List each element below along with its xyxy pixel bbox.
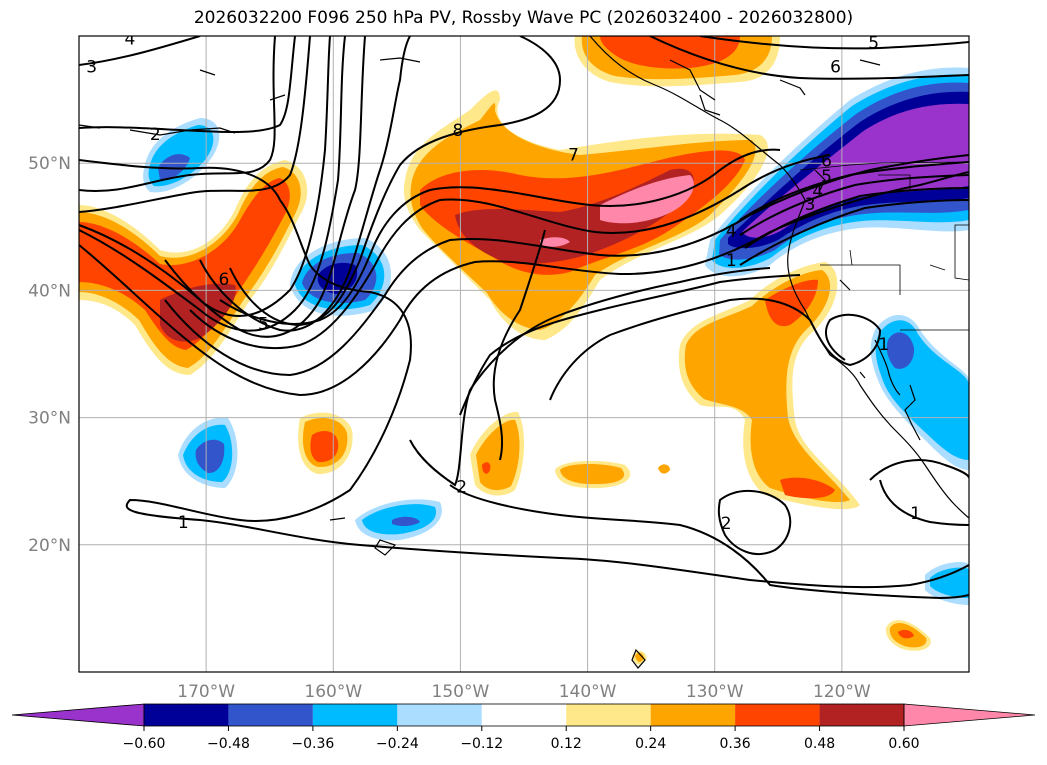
positive-anomaly-mid-small — [298, 411, 670, 665]
negative-anomaly-small — [143, 118, 969, 605]
longitude-tick-labels: 170°W 160°W 150°W 140°W 130°W 120°W — [177, 682, 871, 702]
lon-tick-label: 140°W — [559, 682, 617, 702]
positive-anomaly-alaska — [574, 36, 780, 87]
colorbar-cell — [735, 704, 820, 726]
colorbar-cell — [228, 704, 313, 726]
lat-tick-label: 30°N — [28, 409, 71, 429]
colorbar-tick-label: 0.24 — [635, 736, 666, 752]
colorbar-tick-label: 0.60 — [888, 736, 919, 752]
colorbar-tick-label: −0.48 — [207, 736, 250, 752]
colorbar-cell — [481, 704, 567, 726]
colorbar-extend-min — [11, 703, 145, 727]
colorbar-cell — [144, 704, 229, 726]
colorbar-cell — [650, 704, 736, 726]
colorbar-tick-label: 0.48 — [804, 736, 835, 752]
latitude-tick-labels: 20°N 30°N 40°N 50°N — [28, 154, 71, 556]
chart-title: 2026032200 F096 250 hPa PV, Rossby Wave … — [193, 8, 854, 28]
contour-label: 2 — [721, 514, 732, 534]
colorbar-tick-label: 0.36 — [720, 736, 751, 752]
contour-label: 8 — [452, 121, 463, 141]
colorbar-tick-label: −0.36 — [291, 736, 334, 752]
contour-label: 6 — [821, 152, 832, 172]
contour-label: 5 — [258, 314, 269, 334]
contour-label: 6 — [219, 270, 230, 290]
lon-tick-label: 120°W — [813, 682, 871, 702]
lon-tick-label: 160°W — [304, 682, 362, 702]
gridlines — [79, 36, 969, 672]
contour-label: 4 — [124, 30, 135, 50]
colorbar-cell — [312, 704, 398, 726]
colorbar-cells — [11, 703, 1036, 727]
positive-anomaly-central-pacific — [403, 90, 768, 341]
colorbar-cell — [566, 704, 651, 726]
colorbar-tick-label: 0.12 — [551, 736, 582, 752]
colorbar-outline — [143, 703, 905, 727]
contour-label: 1 — [726, 251, 737, 271]
colorbar-cell — [397, 704, 482, 726]
lat-tick-label: 40°N — [28, 281, 71, 301]
contour-label: 2 — [150, 125, 161, 145]
contour-label: 2 — [456, 477, 467, 497]
contour-label: 6 — [830, 58, 841, 78]
shaded-anomalies — [79, 36, 969, 665]
colorbar-tick-labels: −0.60 −0.48 −0.36 −0.24 −0.12 0.12 0.24 0.36 0.4… — [123, 726, 920, 752]
contour-label: 7 — [568, 145, 579, 165]
contour-label: 1 — [878, 335, 889, 355]
positive-anomaly-east — [678, 262, 931, 651]
contour-label: 1 — [178, 513, 189, 533]
coastlines — [79, 36, 969, 669]
colorbar-tick-label: −0.60 — [123, 736, 166, 752]
colorbar-cell — [819, 704, 904, 726]
lon-tick-label: 150°W — [432, 682, 490, 702]
contour-label: 5 — [868, 33, 879, 53]
contour-label: 4 — [812, 182, 823, 202]
contour-label: 4 — [726, 222, 737, 242]
colorbar-extend-max — [903, 703, 1036, 727]
lon-tick-label: 130°W — [686, 682, 744, 702]
map-frame — [78, 35, 970, 673]
pv-contours — [79, 36, 969, 600]
colorbar-tick-label: −0.12 — [460, 736, 503, 752]
contour-label: 5 — [821, 167, 832, 187]
colorbar-tick-label: −0.24 — [376, 736, 419, 752]
contour-label: 1 — [910, 504, 921, 524]
lat-tick-label: 50°N — [28, 154, 71, 174]
lat-tick-label: 20°N — [28, 536, 71, 556]
contour-label: 3 — [805, 195, 816, 215]
contour-label: 3 — [86, 58, 97, 78]
lon-tick-label: 170°W — [177, 682, 235, 702]
positive-anomaly-west — [79, 160, 308, 375]
